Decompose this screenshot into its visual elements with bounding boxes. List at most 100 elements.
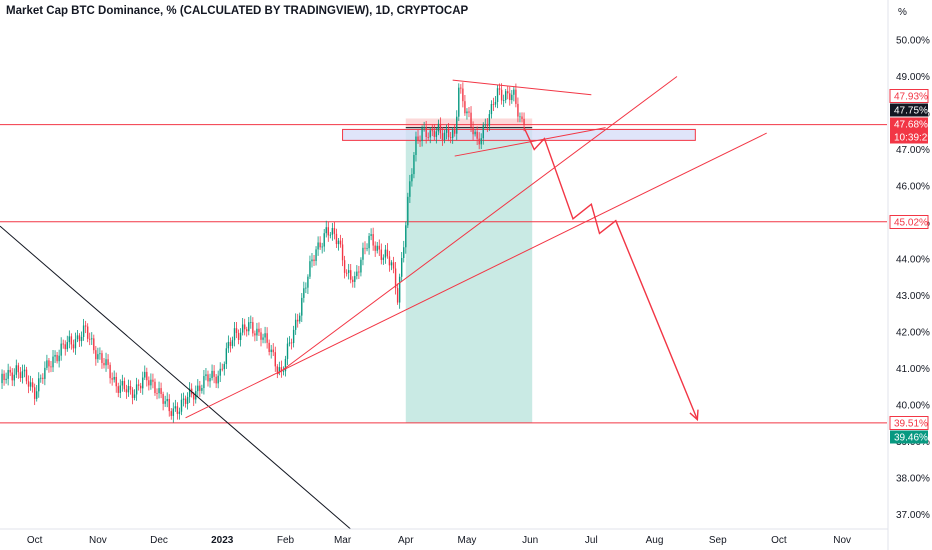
candle-body <box>345 272 348 274</box>
candle-body <box>68 336 71 343</box>
candle-body <box>154 381 156 394</box>
candle-body <box>17 365 20 373</box>
price-tag-label: 39.46% <box>894 433 928 444</box>
candle-body <box>103 362 105 366</box>
candle-body <box>150 379 152 386</box>
candle-body <box>427 136 429 138</box>
price-tick-label: 46.00% <box>896 182 930 193</box>
candle-body <box>515 89 517 104</box>
trendlines <box>0 76 767 530</box>
candle-body <box>31 382 34 388</box>
candle-body <box>278 367 281 373</box>
candle-body <box>352 279 354 282</box>
candle-body <box>174 406 177 409</box>
candle-body <box>419 140 421 142</box>
candle-body <box>201 388 203 391</box>
candle-body <box>425 127 427 137</box>
time-tick-label: Oct <box>27 535 43 546</box>
candle-body <box>5 378 7 381</box>
candle-body <box>62 343 64 345</box>
candle-body <box>64 344 66 350</box>
candle-body <box>350 270 352 280</box>
candle-body <box>262 337 264 340</box>
candle-body <box>72 344 75 349</box>
candle-body <box>231 340 234 346</box>
candle-body <box>447 129 450 138</box>
candle-body <box>23 369 26 372</box>
candle-body <box>207 374 209 382</box>
candle-body <box>333 228 336 234</box>
triangle-upper-line <box>452 79 592 96</box>
candle-body <box>211 370 213 379</box>
candle-body <box>209 378 211 382</box>
candle-body <box>315 249 317 262</box>
candle-body <box>115 376 117 387</box>
price-tag-label: 45.02% <box>894 218 928 229</box>
candle-body <box>40 377 42 379</box>
candle-body <box>280 367 283 372</box>
price-axis: %50.00%49.00%48.00%47.00%46.00%45.00%44.… <box>887 0 930 550</box>
resistance-zone <box>342 128 696 141</box>
candle-body <box>488 114 491 126</box>
candle-body <box>246 329 248 332</box>
candle-body <box>221 368 223 370</box>
projection-arrowhead <box>689 409 699 422</box>
projection-path <box>523 127 699 420</box>
candle-body <box>9 369 11 373</box>
candle-body <box>292 329 295 344</box>
price-tag-label: 47.75% <box>894 106 928 117</box>
candle-body <box>327 227 329 236</box>
candle-body <box>111 378 113 380</box>
candle-body <box>368 235 370 249</box>
time-tick-label: Nov <box>89 535 107 546</box>
time-axis: Oct Nov Dec 2023 Feb Mar Apr May Jun Jul Aug Sep Oct… <box>0 528 888 546</box>
candle-body <box>484 124 487 126</box>
candle-body <box>502 100 505 101</box>
candle-body <box>319 242 321 248</box>
rising-trendline-lower <box>185 132 767 419</box>
price-axis-unit: % <box>898 7 907 18</box>
price-tick-label: 37.00% <box>896 510 930 521</box>
candle-body <box>507 91 509 94</box>
price-tags: 47.93% 47.75% 47.68% 10:39:29 45.02% 39.51% 39… <box>889 89 932 444</box>
candle-body <box>264 333 266 338</box>
candle-body <box>325 227 327 234</box>
rising-trendline-upper <box>277 76 678 375</box>
candle-body <box>101 353 103 363</box>
candle-body <box>388 256 391 266</box>
candle-body <box>46 360 48 368</box>
candle-body <box>252 322 254 334</box>
candle-body <box>241 324 244 333</box>
candle-body <box>335 233 338 245</box>
candle-body <box>176 406 179 414</box>
candle-body <box>260 332 262 340</box>
candle-body <box>394 268 397 289</box>
candle-body <box>29 382 32 387</box>
candle-body <box>511 94 513 101</box>
candle-body <box>217 375 219 384</box>
candle-body <box>272 349 274 353</box>
candle-body <box>99 353 101 355</box>
time-tick-label: Dec <box>150 535 168 546</box>
candle-body <box>423 127 425 129</box>
candle-body <box>7 369 9 379</box>
candle-body <box>44 367 46 379</box>
horizontal-levels <box>0 124 887 424</box>
candle-body <box>11 372 13 381</box>
candle-body <box>364 247 366 249</box>
candle-body <box>382 257 385 260</box>
candle-body <box>205 374 207 377</box>
candle-body <box>284 358 287 372</box>
candle-body <box>123 380 126 390</box>
candle-body <box>433 130 436 137</box>
candle-body <box>380 249 383 260</box>
candle-body <box>445 129 448 133</box>
candle-body <box>50 366 52 368</box>
position-stop-area <box>405 118 533 128</box>
candle-body <box>237 333 240 340</box>
candle-body <box>186 397 189 404</box>
candle-body <box>517 103 519 117</box>
price-tick-label: 42.00% <box>896 328 930 339</box>
